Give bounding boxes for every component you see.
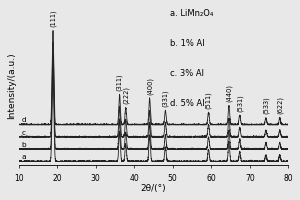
Text: d. 5% Al: d. 5% Al	[170, 99, 204, 108]
Text: b. 1% Al: b. 1% Al	[170, 39, 204, 48]
Text: a. LiMn₂O₄: a. LiMn₂O₄	[170, 9, 213, 18]
Text: (440): (440)	[226, 84, 232, 102]
Text: (511): (511)	[205, 91, 212, 109]
Text: d: d	[22, 117, 26, 123]
Text: (400): (400)	[146, 77, 153, 95]
Text: (222): (222)	[122, 86, 129, 104]
Text: (531): (531)	[236, 94, 243, 112]
Text: (533): (533)	[263, 97, 269, 114]
Text: a: a	[22, 154, 26, 160]
X-axis label: 2θ/(°): 2θ/(°)	[141, 184, 166, 193]
Y-axis label: Intensity/(a.u.): Intensity/(a.u.)	[7, 53, 16, 119]
Text: c. 3% Al: c. 3% Al	[170, 69, 204, 78]
Text: (111): (111)	[50, 9, 56, 27]
Text: (311): (311)	[116, 73, 123, 91]
Text: (622): (622)	[277, 96, 283, 114]
Text: c: c	[22, 130, 26, 136]
Text: (331): (331)	[162, 89, 169, 107]
Text: b: b	[22, 142, 26, 148]
